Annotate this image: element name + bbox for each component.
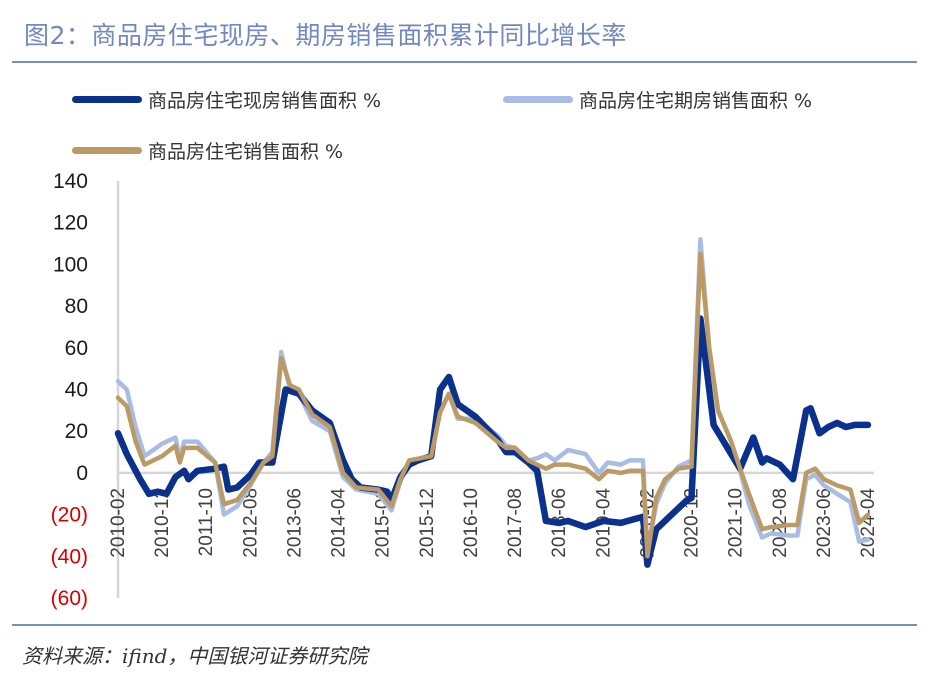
x-tick-label: 2013-06 — [284, 488, 305, 558]
legend-swatch-existing — [72, 96, 142, 103]
y-tick-label: 80 — [65, 295, 88, 318]
y-tick-label: 60 — [65, 337, 88, 360]
legend-item-forward: 商品房住宅期房销售面积 % — [503, 86, 812, 113]
title-divider — [12, 61, 917, 63]
legend-label: 商品房住宅现房销售面积 % — [148, 90, 382, 112]
y-tick-label: 140 — [53, 170, 88, 193]
y-tick-label: (40) — [51, 545, 88, 568]
series-line-existing — [114, 315, 872, 568]
source-note: 资料来源：ifind，中国银河证券研究院 — [22, 644, 368, 668]
y-tick-label: (20) — [51, 504, 88, 527]
x-tick-label: 2012-08 — [240, 488, 261, 558]
legend-swatch-forward — [503, 96, 573, 103]
legend-item-existing: 商品房住宅现房销售面积 % — [72, 86, 381, 113]
chart-title: 图2：商品房住宅现房、期房销售面积累计同比增长率 — [24, 21, 627, 50]
legend-label: 商品房住宅销售面积 % — [148, 141, 344, 163]
y-tick-label: 40 — [65, 379, 88, 402]
x-tick-label: 2017-08 — [505, 488, 526, 558]
y-tick-label: 20 — [65, 420, 88, 443]
source-divider — [12, 624, 917, 626]
x-tick-label: 2015-12 — [417, 488, 438, 558]
x-tick-label: 2022-08 — [770, 488, 791, 558]
x-tick-label: 2011-10 — [196, 488, 217, 556]
y-tick-label: (60) — [51, 587, 88, 610]
x-tick-label: 2010-02 — [108, 488, 129, 558]
x-tick-label: 2016-10 — [461, 488, 482, 558]
legend-swatch-total — [72, 147, 142, 154]
y-tick-label: 0 — [76, 462, 88, 485]
x-tick-label: 2021-10 — [726, 488, 747, 558]
x-tick-label: 2020-12 — [682, 488, 703, 558]
y-tick-label: 100 — [53, 253, 88, 276]
x-tick-label: 2014-04 — [329, 488, 350, 558]
x-tick-label: 2010-12 — [152, 488, 173, 558]
x-tick-label: 2023-06 — [814, 488, 835, 558]
series-line-total — [115, 251, 871, 559]
y-tick-label: 120 — [53, 212, 88, 235]
legend-item-total: 商品房住宅销售面积 % — [72, 137, 343, 164]
legend-label: 商品房住宅期房销售面积 % — [579, 90, 813, 112]
